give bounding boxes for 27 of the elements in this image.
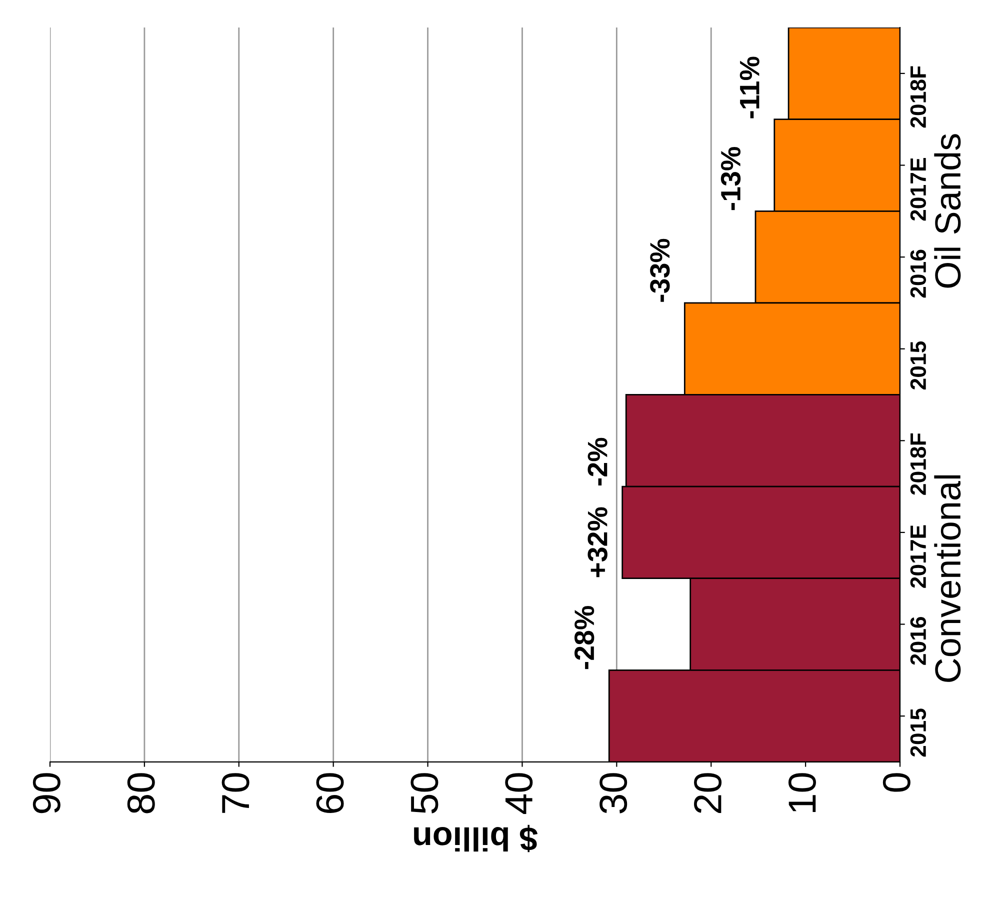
x-tick-label: 40 (505, 773, 533, 814)
x-axis-title: $ billion (414, 824, 538, 852)
y-tick-label: 2016 (910, 616, 926, 665)
annotation: -11% (740, 56, 760, 118)
x-tick-label: 70 (222, 773, 250, 813)
y-tick-label: 2017E (910, 158, 926, 221)
y-tick-label: 2018F (910, 433, 926, 495)
y-tick-label: 2015 (910, 341, 926, 390)
y-tick-label: 2017E (910, 525, 926, 588)
annotation: -33% (650, 238, 670, 302)
x-tick-label: 90 (32, 773, 60, 814)
annotation: +32% (588, 507, 608, 578)
x-tick-label: 20 (694, 773, 722, 813)
text: Oil Sands (934, 134, 961, 288)
x-tick-label: 50 (410, 773, 438, 814)
x-tick-label: 60 (316, 773, 344, 813)
y-tick-label: 2016 (910, 250, 926, 298)
text: Conventional (934, 475, 961, 682)
annotation: -13% (720, 147, 741, 210)
x-tick-label: 10 (788, 773, 816, 812)
annotation: -2% (588, 438, 608, 486)
x-tick-label: 0 (882, 773, 910, 792)
y-tick-label: 2018F (910, 66, 926, 128)
x-tick-label: 30 (600, 773, 628, 814)
x-tick-label: 80 (127, 773, 155, 814)
annotation: -28% (574, 606, 594, 670)
y-tick-label: 2015 (910, 708, 926, 757)
